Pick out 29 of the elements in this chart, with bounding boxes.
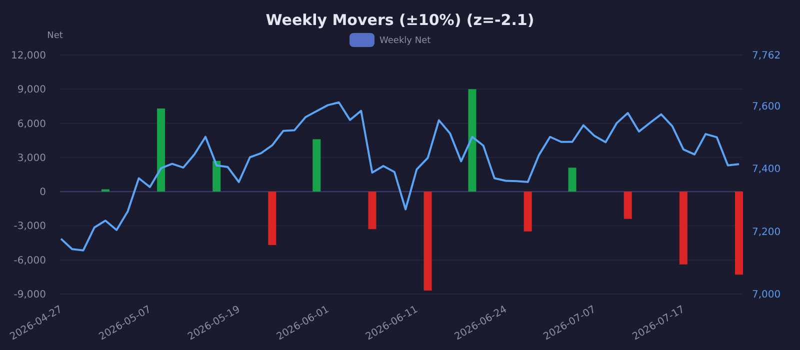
y-tick-label: 12,000 — [11, 50, 46, 62]
bar — [212, 160, 221, 192]
bar — [468, 89, 476, 192]
y-tick-label: 0 — [40, 187, 46, 198]
bar — [524, 192, 532, 232]
y2-tick-label: 7,200 — [752, 226, 781, 238]
chart-title: Weekly Movers (±10%) (z=-2.1) — [266, 11, 534, 29]
text: Weekly Net — [380, 36, 432, 46]
y-tick-label: -3,000 — [14, 221, 46, 232]
y2-tick-label: 7,762 — [752, 50, 781, 62]
y-tick-label: -9,000 — [14, 290, 46, 300]
y-tick-label: 6,000 — [17, 118, 46, 130]
y-tick-label: 9,000 — [17, 84, 46, 96]
y2-tick-label: 7,600 — [752, 101, 781, 112]
y2-tick-label: 7,400 — [752, 164, 781, 176]
y-tick-label: 3,000 — [17, 152, 46, 164]
y2-tick-label: 7,000 — [752, 290, 781, 300]
bar — [424, 192, 432, 291]
bar — [157, 108, 166, 192]
y-axis-title: Net — [47, 31, 64, 41]
bar — [679, 192, 688, 264]
bar — [624, 192, 632, 219]
bar — [312, 139, 321, 192]
bar — [368, 192, 376, 230]
y-tick-label: -6,000 — [14, 255, 46, 266]
bar — [268, 192, 276, 246]
bar — [568, 168, 576, 192]
line-series — [60, 101, 740, 252]
bar — [735, 192, 743, 275]
